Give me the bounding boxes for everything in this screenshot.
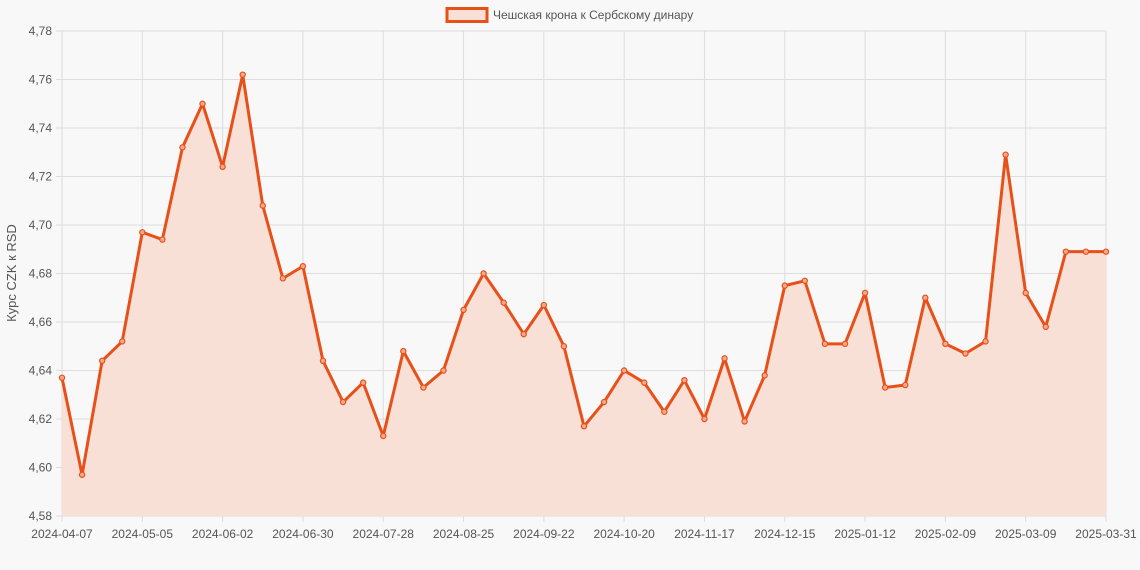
y-axis-title: Курс CZK к RSD <box>4 224 19 322</box>
data-point <box>721 355 728 362</box>
data-point <box>139 229 146 236</box>
series-area <box>62 74 1106 517</box>
x-axis-ticks: 2024-04-07 2024-05-05 2024-06-02 2024-06-30… <box>31 527 1137 541</box>
data-point <box>962 350 969 357</box>
y-tick-label: 4,76 <box>29 73 53 87</box>
x-tick-label: 2024-10-20 <box>593 527 655 541</box>
y-axis-ticks: 4,58 4,60 4,62 4,64 4,66 4,68 4,70 4,72 4,74 4,76… <box>29 24 53 523</box>
data-point <box>520 330 527 338</box>
y-tick-label: 4,62 <box>29 412 53 426</box>
data-point <box>420 384 427 391</box>
data-point <box>1022 289 1029 297</box>
data-point <box>400 347 407 355</box>
y-tick-label: 4,70 <box>29 218 53 232</box>
data-point <box>761 372 768 379</box>
data-point <box>801 277 809 284</box>
data-point <box>1042 323 1049 331</box>
data-point <box>219 163 226 170</box>
x-tick-label: 2025-01-12 <box>834 527 896 541</box>
data-point <box>480 270 487 277</box>
data-point <box>1082 248 1090 255</box>
data-point <box>841 340 849 348</box>
data-point <box>821 340 829 348</box>
legend-swatch <box>445 7 489 23</box>
data-point <box>942 340 949 348</box>
y-tick-label: 4,78 <box>29 24 53 38</box>
x-tick-label: 2025-03-31 <box>1075 527 1137 541</box>
y-tick-label: 4,60 <box>29 461 53 475</box>
y-tick-label: 4,72 <box>29 170 53 184</box>
y-tick-label: 4,66 <box>29 315 53 329</box>
y-tick-label: 4,68 <box>29 267 53 281</box>
data-point <box>701 415 708 423</box>
data-points <box>58 71 1110 478</box>
data-point <box>922 294 929 301</box>
x-tick-label: 2024-07-28 <box>353 527 415 541</box>
data-point <box>982 338 989 345</box>
data-point <box>540 301 548 309</box>
data-point <box>339 398 347 406</box>
data-point <box>1062 248 1070 255</box>
x-tick-label: 2024-06-02 <box>192 527 254 541</box>
legend[interactable]: Чешская крона к Сербскому динару <box>445 7 693 23</box>
area-fill <box>62 74 1106 517</box>
data-point <box>319 357 327 364</box>
data-point <box>881 384 889 391</box>
x-tick-label: 2024-04-07 <box>31 527 93 541</box>
x-tick-label: 2024-11-17 <box>674 527 735 541</box>
data-point <box>98 357 106 364</box>
x-tick-label: 2024-06-30 <box>272 527 334 541</box>
data-point <box>500 299 507 306</box>
data-point <box>78 471 86 478</box>
data-point <box>560 343 568 350</box>
x-tick-label: 2024-12-15 <box>754 527 816 541</box>
data-point <box>159 236 166 243</box>
data-point <box>199 100 206 107</box>
data-point <box>460 306 467 314</box>
data-point <box>781 282 788 289</box>
data-point <box>681 377 688 384</box>
data-point <box>359 379 367 386</box>
data-point <box>259 202 266 209</box>
data-point <box>661 408 668 415</box>
data-point <box>1102 248 1110 255</box>
data-point <box>179 144 186 151</box>
data-point <box>641 379 648 386</box>
data-point <box>380 432 387 440</box>
data-point <box>440 367 447 374</box>
data-point <box>902 381 909 389</box>
x-tick-label: 2025-02-09 <box>915 527 977 541</box>
x-tick-label: 2024-05-05 <box>112 527 174 541</box>
legend-label: Чешская крона к Сербскому динару <box>493 8 693 22</box>
data-point <box>1002 151 1009 158</box>
data-point <box>299 263 307 270</box>
data-point <box>741 418 748 425</box>
data-point <box>239 71 246 78</box>
data-point <box>279 275 287 282</box>
data-point <box>119 338 126 345</box>
x-tick-label: 2024-09-22 <box>513 527 575 541</box>
y-tick-label: 4,58 <box>29 509 53 523</box>
x-tick-label: 2024-08-25 <box>433 527 495 541</box>
y-tick-label: 4,64 <box>29 364 53 378</box>
data-point <box>580 423 588 430</box>
x-tick-label: 2025-03-09 <box>995 527 1057 541</box>
data-point <box>600 398 608 406</box>
y-tick-label: 4,74 <box>29 121 53 135</box>
data-point <box>620 367 628 374</box>
data-point <box>861 289 869 297</box>
data-point <box>58 374 66 381</box>
